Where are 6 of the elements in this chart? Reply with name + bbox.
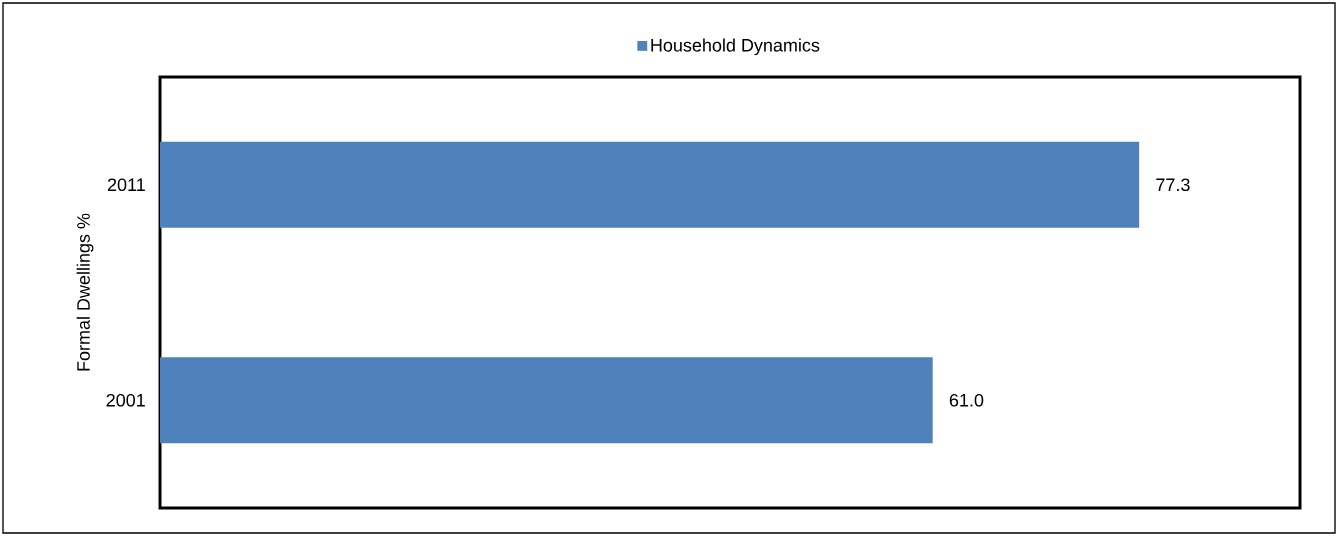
y-tick-label: 2001 xyxy=(106,393,145,407)
y-tick-label: 2011 xyxy=(107,178,145,192)
data-label: 61.0 xyxy=(949,393,984,407)
data-label: 77.3 xyxy=(1156,178,1190,192)
legend-label: Household Dynamics xyxy=(651,38,820,56)
y-axis-title: Formal Dwellings % xyxy=(76,213,94,371)
